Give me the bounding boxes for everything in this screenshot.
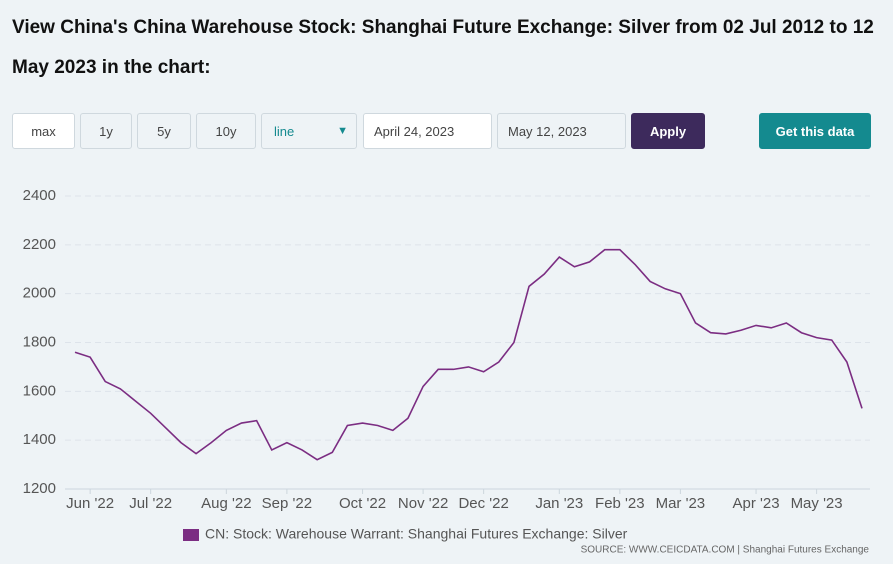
x-tick-label: Apr '23	[733, 495, 780, 512]
apply-button[interactable]: Apply	[631, 113, 705, 149]
y-tick-label: 2400	[23, 187, 56, 204]
y-tick-label: 1200	[23, 480, 56, 497]
x-tick-label: May '23	[791, 495, 843, 512]
legend-label: CN: Stock: Warehouse Warrant: Shanghai F…	[205, 526, 628, 542]
y-tick-label: 2200	[23, 236, 56, 253]
source: SOURCE: WWW.CEICDATA.COM | Shanghai Futu…	[581, 545, 870, 556]
x-tick-label: Jul '22	[129, 495, 172, 512]
x-tick-label: Sep '22	[262, 495, 312, 512]
x-tick-label: Oct '22	[339, 495, 386, 512]
range-button[interactable]: 5y	[137, 113, 191, 149]
get-data-button[interactable]: Get this data	[759, 113, 871, 149]
end-date[interactable]: May 12, 2023	[497, 113, 626, 149]
page-title: View China's China Warehouse Stock: Shan…	[12, 17, 874, 78]
series-line	[74, 248, 863, 461]
y-tick-label: 2000	[23, 285, 56, 302]
x-tick-label: Dec '22	[458, 495, 508, 512]
y-tick-label: 1800	[23, 333, 56, 350]
chart-type-select[interactable]: line ▼	[261, 113, 357, 149]
x-tick-label: Feb '23	[595, 495, 645, 512]
select-value: line	[274, 123, 295, 139]
legend-swatch	[183, 529, 199, 541]
x-tick-label: Nov '22	[398, 495, 448, 512]
x-tick-label: Mar '23	[656, 495, 706, 512]
select-arrow: ▼	[337, 125, 348, 137]
range-button[interactable]: 1y	[80, 113, 132, 149]
x-tick-label: Jan '23	[535, 495, 583, 512]
range-button[interactable]: 10y	[196, 113, 256, 149]
start-date[interactable]: April 24, 2023	[363, 113, 492, 149]
range-button[interactable]: max	[12, 113, 75, 149]
x-tick-label: Aug '22	[201, 495, 251, 512]
x-tick-label: Jun '22	[66, 495, 114, 512]
y-tick-label: 1600	[23, 382, 56, 399]
y-tick-label: 1400	[23, 431, 56, 448]
